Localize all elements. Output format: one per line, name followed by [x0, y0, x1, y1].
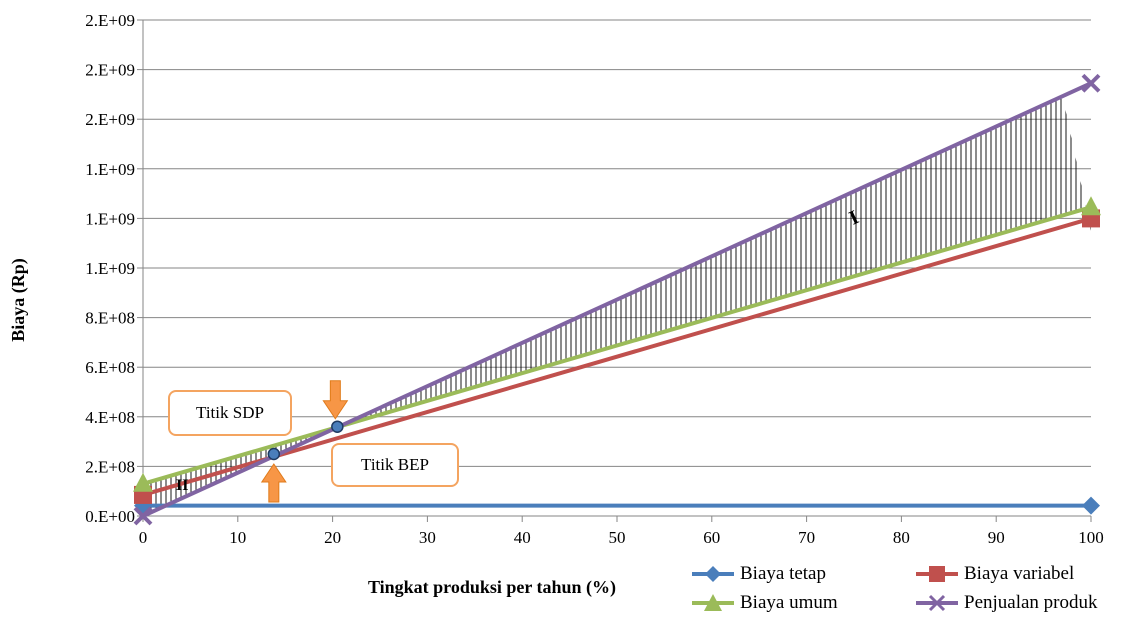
- x-tick-label: 30: [419, 528, 436, 547]
- x-tick-label: 20: [324, 528, 341, 547]
- y-tick-label: 0.E+00: [85, 507, 135, 526]
- series-line-biaya-umum: [142, 205, 1092, 486]
- legend-label-biaya-tetap: Biaya tetap: [740, 563, 826, 584]
- y-axis-title: Biaya (Rp): [8, 258, 29, 342]
- legend-biaya-umum: Biaya umum: [690, 592, 838, 614]
- x-marker-icon: [916, 594, 958, 612]
- bep-arrow-icon: [260, 463, 287, 503]
- legend-label-penjualan-produk: Penjualan produk: [964, 592, 1098, 613]
- bep-point: [267, 447, 281, 461]
- legend-penjualan-produk: Penjualan produk: [914, 592, 1098, 614]
- y-tick-label: 1.E+09: [85, 259, 135, 278]
- profit-region-hatch: [337, 96, 1091, 428]
- series-line-penjualan-produk: [142, 81, 1092, 518]
- x-tick-label: 10: [229, 528, 246, 547]
- y-tick-label: 6.E+08: [85, 358, 135, 377]
- y-tick-label: 2.E+09: [85, 110, 135, 129]
- marker-biaya-tetap: [1082, 496, 1100, 515]
- y-tick-label: 8.E+08: [85, 309, 135, 328]
- series-lines: [133, 73, 1101, 526]
- sdp-callout-label: Titik SDP: [196, 403, 264, 422]
- bep-callout-label: Titik BEP: [361, 455, 429, 474]
- x-tick-label: 40: [514, 528, 531, 547]
- sdp-point: [331, 420, 344, 433]
- y-tick-label: 1.E+09: [85, 209, 135, 228]
- annotation-marks: [260, 380, 349, 503]
- series-line-biaya-variabel: [142, 216, 1092, 497]
- legend-label-biaya-umum: Biaya umum: [740, 592, 838, 613]
- y-tick-label: 2.E+09: [85, 11, 135, 30]
- legend-biaya-variabel: Biaya variabel: [914, 563, 1074, 585]
- x-tick-label: 80: [893, 528, 910, 547]
- x-tick-label: 60: [703, 528, 720, 547]
- x-tick-labels: 0 10 20 30 40 50 60 70 80 90 100: [139, 516, 1104, 547]
- sdp-arrow-icon: [322, 380, 349, 420]
- y-tick-label: 4.E+08: [85, 408, 135, 427]
- gridlines: [143, 19, 1091, 467]
- square-marker-icon: [916, 566, 958, 582]
- x-tick-label: 70: [798, 528, 815, 547]
- x-tick-label: 90: [988, 528, 1005, 547]
- marker-penjualan-produk: [1081, 73, 1101, 93]
- y-tick-label: 2.E+09: [85, 61, 135, 80]
- diamond-marker-icon: [692, 566, 734, 582]
- x-tick-label: 50: [609, 528, 626, 547]
- y-tick-label: 1.E+09: [85, 160, 135, 179]
- sdp-callout: Titik SDP: [168, 390, 292, 436]
- marker-biaya-umum: [1081, 196, 1101, 216]
- x-tick-label: 0: [139, 528, 148, 547]
- y-tick-label: 2.E+08: [85, 457, 135, 476]
- marker-biaya-umum: [133, 472, 153, 492]
- legend-label-biaya-variabel: Biaya variabel: [964, 563, 1075, 584]
- bep-callout: Titik BEP: [331, 443, 459, 487]
- x-tick-label: 100: [1078, 528, 1104, 547]
- triangle-marker-icon: [692, 594, 734, 611]
- y-tick-labels: 0.E+00 2.E+08 4.E+08 6.E+08 8.E+08 1.E+09 1.E+…: [85, 11, 143, 526]
- x-axis-title: Tingkat produksi per tahun (%): [368, 577, 616, 598]
- marker-penjualan-produk: [133, 506, 153, 526]
- legend-biaya-tetap: Biaya tetap: [690, 563, 826, 585]
- loss-region-label: II: [176, 477, 188, 494]
